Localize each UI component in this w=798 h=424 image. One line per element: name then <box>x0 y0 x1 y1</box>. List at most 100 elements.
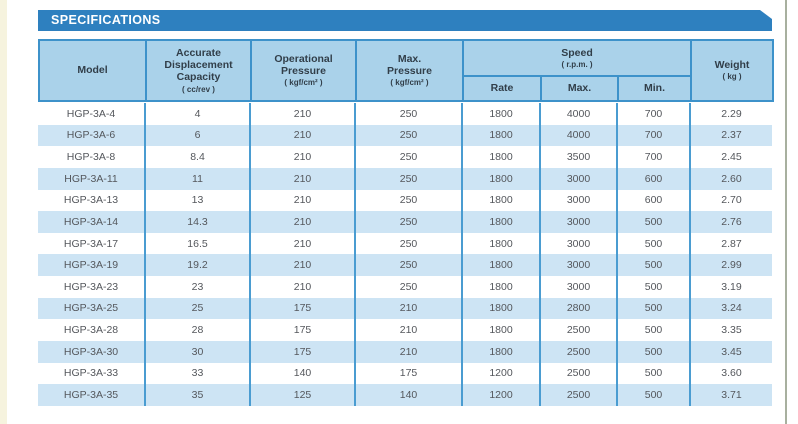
cell-capacity: 6 <box>144 124 251 147</box>
cell-model: HGP-3A-14 <box>38 211 146 233</box>
column-header-operational-pressure: Operational Pressure ( kgf/cm² ) <box>250 39 357 102</box>
cell-operational_pressure: 210 <box>249 124 356 147</box>
cell-capacity: 8.4 <box>144 146 251 168</box>
cell-weight: 2.37 <box>689 124 772 147</box>
cell-max: 3000 <box>539 276 618 298</box>
cell-operational_pressure: 210 <box>249 276 356 298</box>
cell-operational_pressure: 210 <box>249 167 356 190</box>
page-edge-strip <box>0 0 7 424</box>
cell-min: 500 <box>616 362 691 385</box>
cell-capacity: 19.2 <box>144 254 251 276</box>
cell-weight: 3.35 <box>689 319 772 341</box>
cell-max_pressure: 140 <box>354 384 463 406</box>
cell-max: 2500 <box>539 340 618 363</box>
cell-max: 4000 <box>539 103 618 125</box>
spec-table-body: HGP-3A-4 4 210 250 1800 4000 700 2.29 HGP-3A-6 6 2… <box>38 103 772 406</box>
cell-max_pressure: 250 <box>354 211 463 233</box>
cell-max: 3000 <box>539 189 618 212</box>
header-unit: ( kgf/cm² ) <box>284 78 323 88</box>
cell-capacity: 25 <box>144 297 251 320</box>
column-header-max-pressure: Max. Pressure ( kgf/cm² ) <box>355 39 464 102</box>
column-header-capacity: Accurate Displacement Capacity ( cc/rev … <box>145 39 252 102</box>
cell-model: HGP-3A-13 <box>38 189 146 212</box>
cell-capacity: 4 <box>144 103 251 125</box>
cell-model: HGP-3A-17 <box>38 232 146 255</box>
table-row: HGP-3A-17 16.5 210 250 1800 3000 500 2.87 <box>38 232 772 255</box>
cell-rate: 1800 <box>461 276 541 298</box>
table-row: HGP-3A-4 4 210 250 1800 4000 700 2.29 <box>38 103 772 125</box>
cell-max: 2500 <box>539 362 618 385</box>
header-unit: ( kgf/cm² ) <box>390 78 429 88</box>
cell-model: HGP-3A-19 <box>38 254 146 276</box>
column-header-speed-group: Speed ( r.p.m. ) <box>462 39 692 77</box>
column-header-speed-rate: Rate <box>462 75 542 102</box>
cell-weight: 3.24 <box>689 297 772 320</box>
cell-rate: 1800 <box>461 189 541 212</box>
table-row: HGP-3A-11 11 210 250 1800 3000 600 2.60 <box>38 167 772 190</box>
cell-rate: 1200 <box>461 362 541 385</box>
header-unit: ( r.p.m. ) <box>561 59 593 69</box>
cell-max_pressure: 210 <box>354 340 463 363</box>
cell-max: 3000 <box>539 254 618 276</box>
cell-operational_pressure: 210 <box>249 254 356 276</box>
header-label: Min. <box>644 82 665 95</box>
cell-operational_pressure: 210 <box>249 146 356 168</box>
cell-min: 500 <box>616 319 691 341</box>
cell-capacity: 11 <box>144 167 251 190</box>
column-header-weight: Weight ( kg ) <box>690 39 774 102</box>
cell-max_pressure: 250 <box>354 276 463 298</box>
header-label: Max. Pressure <box>387 53 432 78</box>
cell-weight: 2.87 <box>689 232 772 255</box>
cell-max: 3000 <box>539 211 618 233</box>
cell-weight: 3.60 <box>689 362 772 385</box>
header-label: Rate <box>490 82 514 95</box>
cell-operational_pressure: 210 <box>249 103 356 125</box>
cell-model: HGP-3A-23 <box>38 276 146 298</box>
cell-max_pressure: 250 <box>354 254 463 276</box>
cell-rate: 1800 <box>461 146 541 168</box>
cell-model: HGP-3A-4 <box>38 103 146 125</box>
cell-operational_pressure: 210 <box>249 232 356 255</box>
cell-capacity: 30 <box>144 340 251 363</box>
cell-weight: 2.99 <box>689 254 772 276</box>
cell-rate: 1800 <box>461 232 541 255</box>
cell-max_pressure: 250 <box>354 124 463 147</box>
header-label: Max. <box>567 82 592 95</box>
table-row: HGP-3A-8 8.4 210 250 1800 3500 700 2.45 <box>38 146 772 168</box>
cell-min: 700 <box>616 146 691 168</box>
table-row: HGP-3A-14 14.3 210 250 1800 3000 500 2.76 <box>38 211 772 233</box>
section-title-bar: SPECIFICATIONS <box>38 10 772 31</box>
cell-model: HGP-3A-33 <box>38 362 146 385</box>
cell-max_pressure: 210 <box>354 319 463 341</box>
cell-operational_pressure: 140 <box>249 362 356 385</box>
cell-operational_pressure: 210 <box>249 211 356 233</box>
cell-min: 500 <box>616 211 691 233</box>
cell-max_pressure: 250 <box>354 232 463 255</box>
section-title: SPECIFICATIONS <box>51 13 161 27</box>
cell-min: 500 <box>616 276 691 298</box>
header-unit: ( cc/rev ) <box>182 84 215 94</box>
cell-weight: 3.19 <box>689 276 772 298</box>
cell-weight: 2.76 <box>689 211 772 233</box>
header-label: Operational Pressure <box>274 53 333 78</box>
table-row: HGP-3A-30 30 175 210 1800 2500 500 3.45 <box>38 340 772 363</box>
cell-rate: 1800 <box>461 340 541 363</box>
cell-model: HGP-3A-8 <box>38 146 146 168</box>
cell-capacity: 28 <box>144 319 251 341</box>
cell-max_pressure: 210 <box>354 297 463 320</box>
cell-operational_pressure: 175 <box>249 319 356 341</box>
table-row: HGP-3A-25 25 175 210 1800 2800 500 3.24 <box>38 297 772 320</box>
cell-rate: 1800 <box>461 254 541 276</box>
cell-max: 4000 <box>539 124 618 147</box>
cell-min: 700 <box>616 103 691 125</box>
cell-model: HGP-3A-30 <box>38 340 146 363</box>
cell-rate: 1800 <box>461 297 541 320</box>
cell-weight: 3.45 <box>689 340 772 363</box>
cell-model: HGP-3A-6 <box>38 124 146 147</box>
cell-operational_pressure: 175 <box>249 297 356 320</box>
cell-min: 500 <box>616 297 691 320</box>
cell-max: 2500 <box>539 319 618 341</box>
cell-model: HGP-3A-25 <box>38 297 146 320</box>
table-row: HGP-3A-35 35 125 140 1200 2500 500 3.71 <box>38 384 772 406</box>
cell-rate: 1800 <box>461 103 541 125</box>
